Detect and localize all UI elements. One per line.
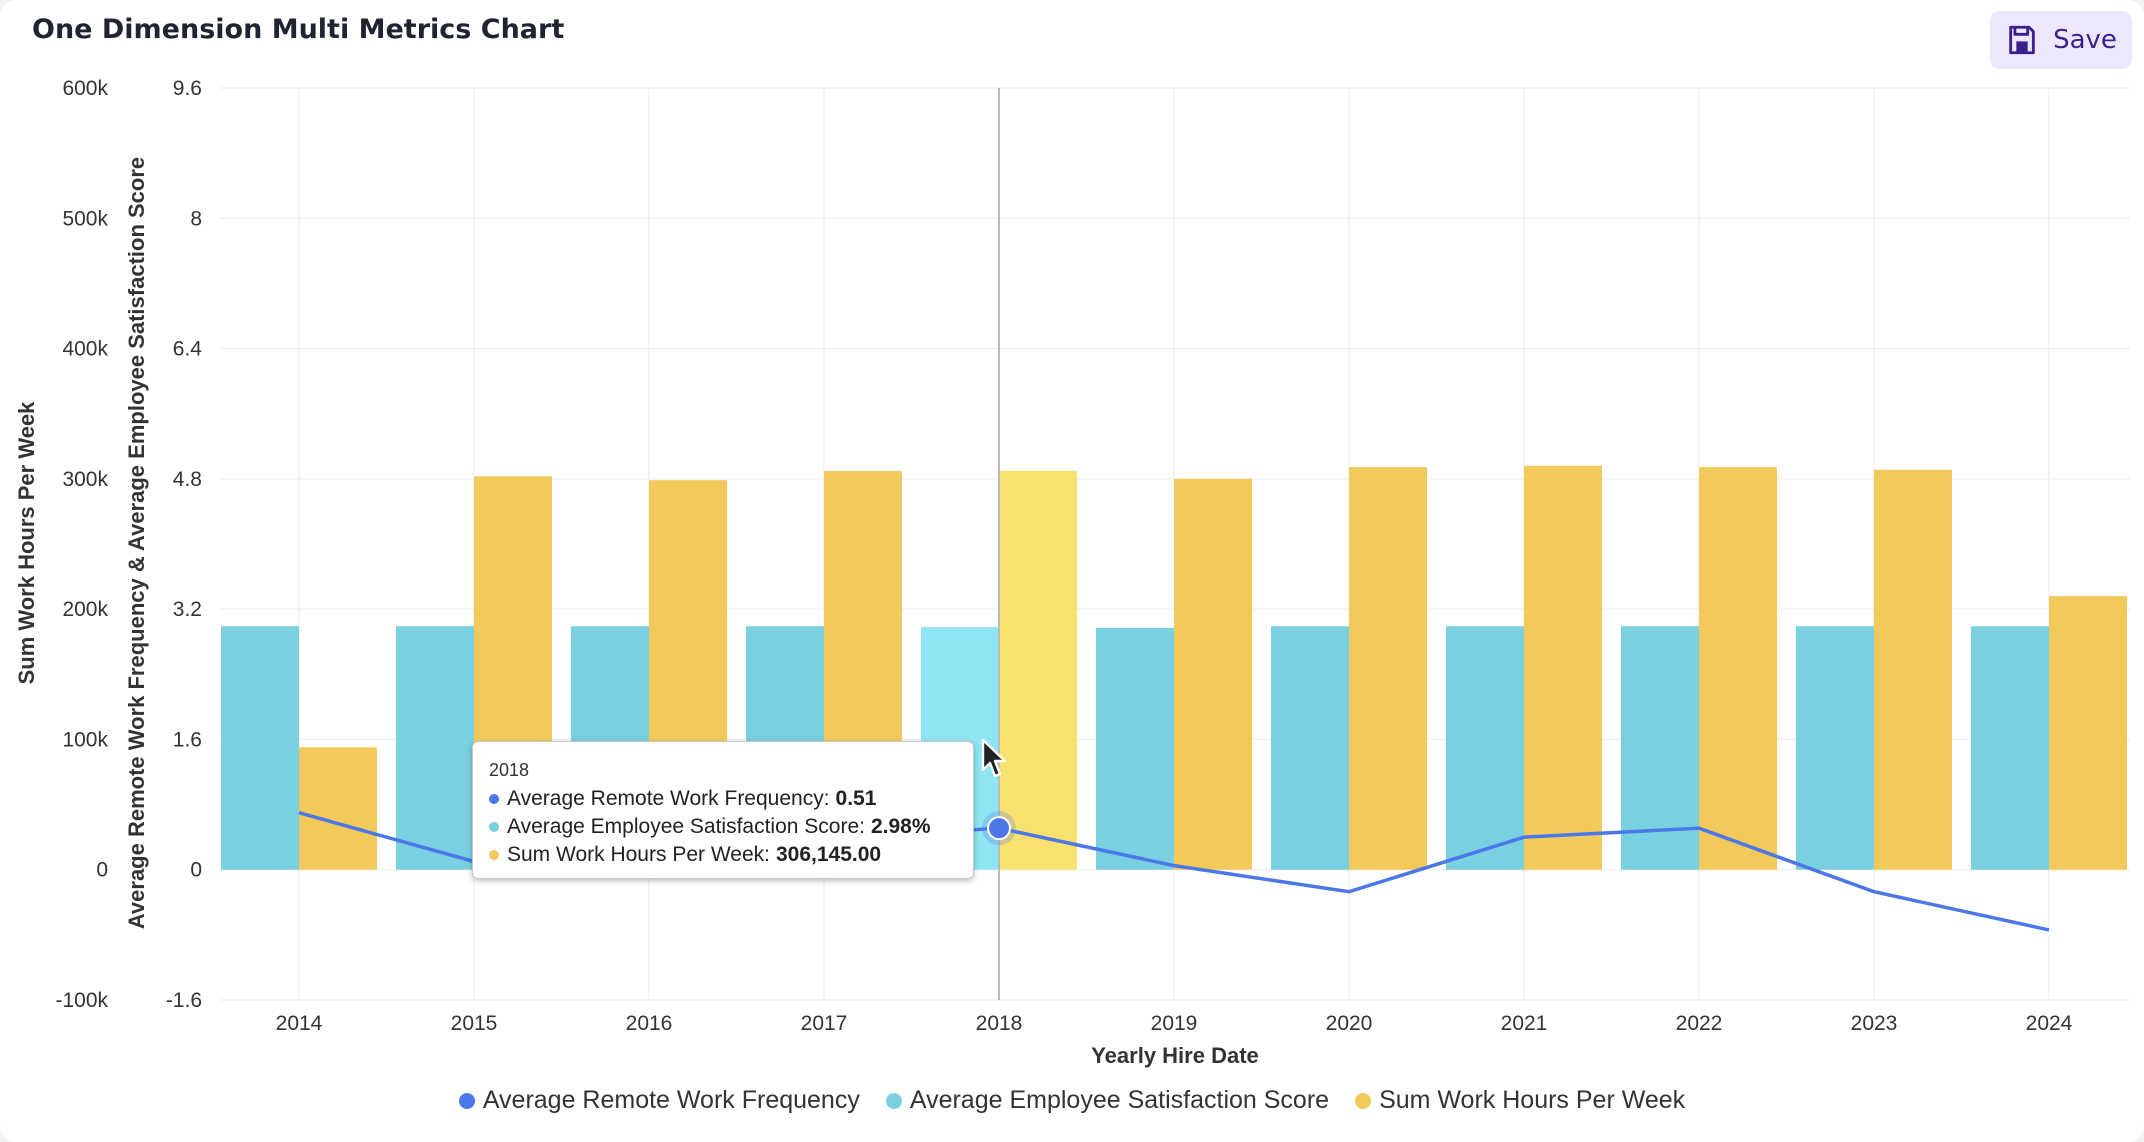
chart-title: One Dimension Multi Metrics Chart [32,14,565,45]
y-axis-title-metric: Average Remote Work Frequency & Average … [124,157,149,929]
x-tick-label: 2018 [976,1012,1023,1035]
y-tick-hours: 400k [62,338,108,361]
x-axis-title: Yearly Hire Date [1091,1043,1259,1068]
tooltip-value: 0.51 [835,787,877,810]
tooltip-dot-hours [489,850,499,860]
y-tick-hours: 500k [62,207,108,230]
y-tick-metric: 8 [190,207,202,230]
save-label: Save [2053,25,2117,55]
y-tick-metric: 4.8 [173,468,202,491]
x-tick-label: 2014 [276,1012,323,1035]
y-tick-hours: 0 [96,859,108,882]
y-tick-hours: 200k [62,598,108,621]
bars [221,465,2127,870]
bar-hours [1699,467,1777,870]
tooltip-label: Average Employee Satisfaction Score: [507,815,865,838]
bar-hours [2049,596,2127,870]
legend-item-hours[interactable]: Sum Work Hours Per Week [1355,1086,1685,1115]
save-button[interactable]: Save [1990,11,2132,69]
bar-hours [999,470,1077,870]
y-tick-metric: 9.6 [173,77,202,100]
legend-item-satisfaction[interactable]: Average Employee Satisfaction Score [885,1086,1330,1115]
y-tick-hours: 600k [62,77,108,100]
legend-item-remote[interactable]: Average Remote Work Frequency [458,1086,860,1115]
bar-hours [1349,467,1427,870]
legend-label: Sum Work Hours Per Week [1379,1086,1686,1114]
chart-legend: Average Remote Work Frequency Average Em… [0,1086,2144,1115]
x-tick-label: 2023 [1851,1012,1898,1035]
x-tick-label: 2024 [2026,1012,2073,1035]
legend-label: Average Employee Satisfaction Score [909,1086,1330,1114]
bar-satisfaction [1446,626,1524,870]
bar-hours [1874,469,1952,870]
tooltip-row-hours: Sum Work Hours Per Week: 306,145.00 [489,841,957,869]
legend-dot-satisfaction [885,1092,902,1109]
bar-satisfaction [221,626,299,870]
mouse-pointer-icon [981,738,1007,785]
tooltip-dot-remote [489,794,499,804]
tooltip-row-satisfaction: Average Employee Satisfaction Score: 2.9… [489,813,957,841]
bar-hours [1174,478,1252,870]
legend-dot-remote [458,1092,475,1109]
bar-satisfaction [1271,626,1349,870]
tooltip-label: Average Remote Work Frequency: [507,787,830,810]
tooltip-value: 306,145.00 [775,843,882,866]
tooltip-label: Sum Work Hours Per Week: [507,843,770,866]
y-tick-metric: 0 [190,859,202,882]
y-tick-hours: -100k [55,989,108,1012]
y-axis-title-hours: Sum Work Hours Per Week [14,401,39,685]
bar-hours [299,747,377,870]
x-tick-label: 2016 [626,1012,673,1035]
save-icon [2005,23,2039,57]
tooltip-dot-satisfaction [489,822,499,832]
bar-satisfaction [1796,626,1874,870]
x-tick-label: 2022 [1676,1012,1723,1035]
x-tick-label: 2021 [1501,1012,1548,1035]
x-tick-label: 2017 [801,1012,848,1035]
x-tick-label: 2019 [1151,1012,1198,1035]
tooltip-value: 2.98% [870,815,931,838]
bar-satisfaction [396,626,474,870]
bar-hours [1524,465,1602,870]
y-tick-hours: 100k [62,728,108,751]
highlight-point [987,816,1011,841]
bar-satisfaction [1096,627,1174,870]
tooltip-title: 2018 [489,760,530,780]
y-tick-metric: 1.6 [173,728,202,751]
y-tick-metric: 6.4 [173,338,203,361]
legend-dot-hours [1355,1092,1372,1109]
axes: -100k -1.6 0 0 100k 1.6 200k 3.2 300k 4.8 400k 6.4 5… [14,77,2073,1068]
y-tick-metric: -1.6 [166,989,202,1012]
y-tick-metric: 3.2 [173,598,202,621]
tooltip-row-remote: Average Remote Work Frequency: 0.51 [489,785,957,813]
chart-tooltip: 2018 Average Remote Work Frequency: 0.51… [472,741,974,879]
bar-satisfaction [1971,626,2049,870]
x-tick-label: 2015 [451,1012,498,1035]
x-tick-label: 2020 [1326,1012,1373,1035]
y-tick-hours: 300k [62,468,108,491]
legend-label: Average Remote Work Frequency [482,1086,860,1114]
